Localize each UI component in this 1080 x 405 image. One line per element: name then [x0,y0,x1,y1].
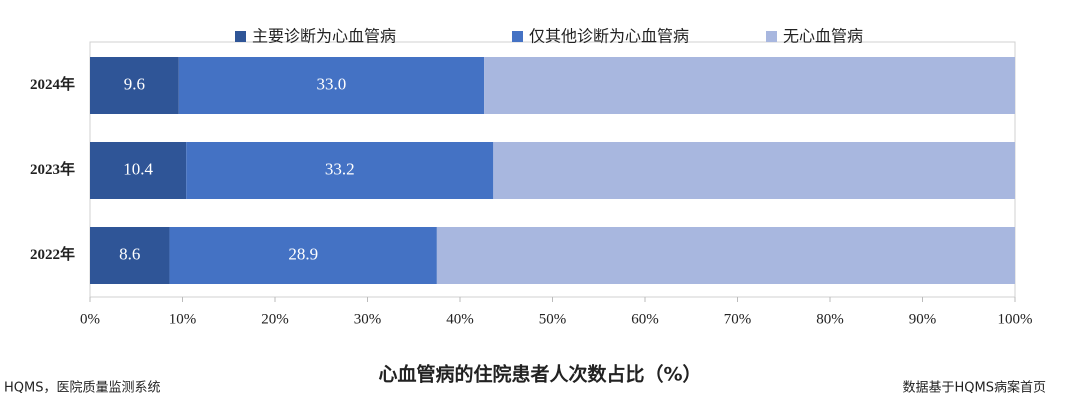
y-tick-label: 2024年 [30,75,75,93]
x-axis-title: 心血管病的住院患者人次数占比（%） [378,363,701,386]
x-tick-label: 50% [539,311,567,327]
bar-segment [169,227,437,284]
data-label: 33.2 [325,159,355,178]
bar-segment [493,142,1015,199]
legend-swatch [512,31,523,42]
data-label: 33.0 [317,74,347,93]
bar-segment [90,142,187,199]
x-tick-label: 60% [631,311,659,327]
x-tick-label: 0% [80,311,100,327]
x-tick-label: 20% [261,311,289,327]
bar-segment [484,57,1015,114]
bar-segment [90,227,170,284]
legend-label: 主要诊断为心血管病 [252,27,396,46]
bar-segment [90,57,179,114]
legend-swatch [235,31,246,42]
bar-segment [186,142,494,199]
x-tick-label: 90% [909,311,937,327]
x-tick-label: 30% [354,311,382,327]
legend-label: 无心血管病 [783,27,863,46]
y-tick-label: 2022年 [30,245,75,263]
legend-swatch [766,31,777,42]
bar-segment [436,227,1015,284]
x-tick-label: 80% [816,311,844,327]
y-tick-label: 2023年 [30,160,75,178]
x-tick-label: 10% [169,311,197,327]
legend-label: 仅其他诊断为心血管病 [529,27,689,46]
footnote-left: HQMS，医院质量监测系统 [4,381,160,396]
data-label: 9.6 [124,74,145,93]
bar-segment [178,57,485,114]
x-tick-label: 40% [446,311,474,327]
data-label: 10.4 [123,159,153,178]
data-label: 28.9 [288,244,318,263]
footnote-right: 数据基于HQMS病案首页 [903,381,1046,396]
x-tick-label: 70% [724,311,752,327]
x-tick-label: 100% [998,311,1033,327]
data-label: 8.6 [119,244,140,263]
